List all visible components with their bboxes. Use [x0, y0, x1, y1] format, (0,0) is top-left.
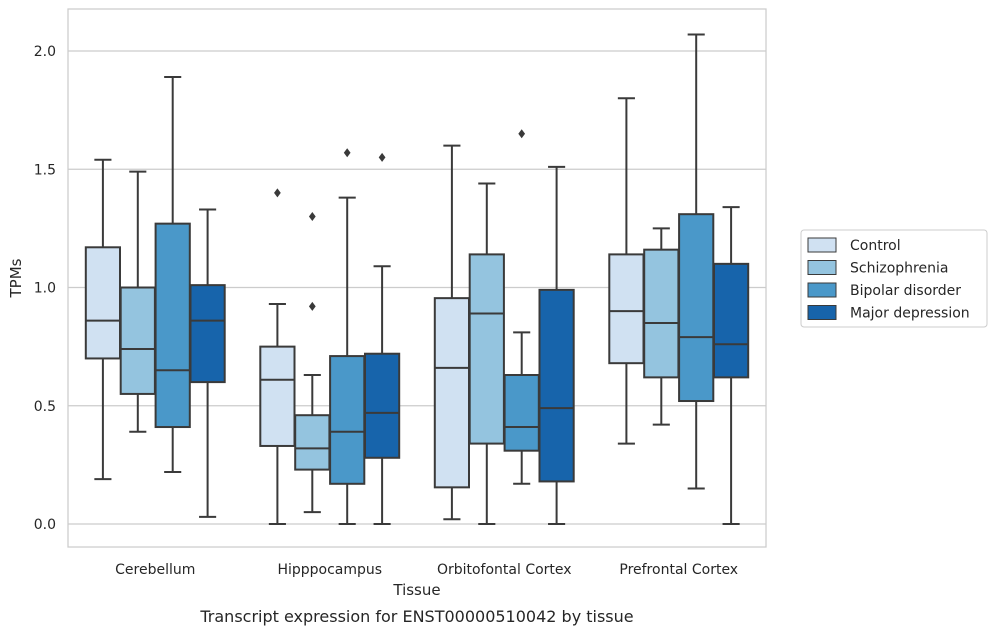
- box: [154, 222, 191, 429]
- y-axis-ticks: 0.0 0.5 1.0 1.5 2.0: [34, 44, 56, 533]
- legend-label: Schizophrenia: [850, 261, 948, 277]
- box: [329, 355, 366, 485]
- box: [503, 374, 540, 452]
- outlier-point: [308, 212, 316, 222]
- box-group: [84, 158, 122, 481]
- outlier-point: [308, 301, 316, 311]
- plot-area-frame: [67, 8, 767, 548]
- x-tick-label: Hipppocampus: [277, 562, 382, 578]
- box-group: [119, 170, 156, 433]
- box: [608, 253, 645, 365]
- box: [294, 414, 331, 471]
- outlier-point: [274, 188, 281, 198]
- x-tick-label: Cerebellum: [115, 562, 195, 578]
- box: [538, 288, 575, 483]
- box-group: [433, 144, 471, 521]
- box-group: [538, 165, 575, 525]
- y-axis-label: TPMs: [7, 258, 25, 298]
- box: [643, 248, 680, 379]
- x-tick-label: Prefrontal Cortex: [619, 562, 738, 578]
- figure-caption: Transcript expression for ENST0000051004…: [199, 607, 633, 626]
- legend-label: Control: [850, 238, 901, 254]
- box-group: [363, 152, 401, 525]
- x-axis-label: Tissue: [392, 581, 440, 599]
- outlier-point: [378, 152, 386, 162]
- y-tick-label: 2.0: [34, 44, 56, 60]
- box: [433, 297, 471, 489]
- box-group: [468, 182, 505, 525]
- box: [189, 284, 226, 384]
- legend-label: Bipolar disorder: [850, 283, 961, 299]
- y-tick-label: 1.5: [34, 162, 56, 178]
- legend: Control Schizophrenia Bipolar disorder Majo…: [800, 229, 988, 328]
- legend-items: Control Schizophrenia Bipolar disorder Majo…: [807, 237, 970, 322]
- x-tick-label: Orbitofontal Cortex: [437, 562, 572, 578]
- y-tick-label: 0.5: [34, 399, 56, 415]
- legend-frame: [800, 229, 988, 328]
- box-group: [329, 148, 366, 525]
- box: [712, 262, 750, 379]
- box-group: [259, 188, 296, 525]
- x-axis-ticks: Cerebellum Hipppocampus Orbitofontal Corte…: [115, 562, 738, 578]
- outlier-point: [518, 129, 526, 139]
- y-tick-label: 1.0: [34, 281, 56, 297]
- box: [363, 352, 401, 459]
- legend-label: Major depression: [850, 306, 970, 322]
- box-group: [678, 33, 715, 490]
- y-tick-label: 0.0: [34, 517, 56, 533]
- box-group: [154, 76, 191, 473]
- outlier-point: [343, 148, 351, 158]
- legend-swatch: [807, 260, 837, 275]
- box-group: [608, 97, 645, 445]
- box-group: [294, 212, 331, 514]
- boxes-layer: [84, 33, 750, 525]
- box-group: [189, 208, 226, 518]
- box-group: [643, 227, 680, 426]
- legend-swatch: [807, 305, 837, 320]
- box: [84, 246, 122, 360]
- box: [259, 345, 296, 447]
- legend-swatch: [807, 237, 837, 253]
- box: [678, 213, 715, 403]
- legend-swatch: [807, 282, 837, 298]
- box: [468, 253, 505, 445]
- box-group: [712, 206, 750, 525]
- box-group: [503, 129, 540, 485]
- box: [119, 286, 156, 395]
